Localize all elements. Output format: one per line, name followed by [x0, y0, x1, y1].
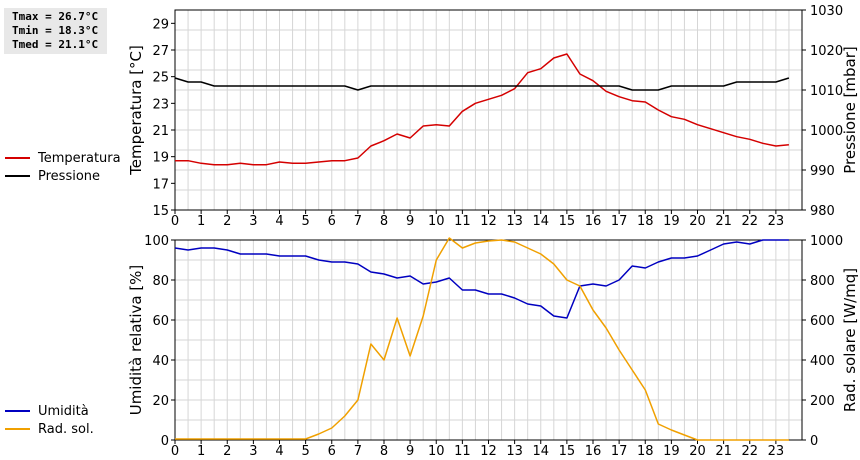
panel1-xtick-label: 0: [171, 214, 179, 229]
panel2-xtick-label: 17: [611, 444, 628, 459]
panel1-xtick-label: 4: [275, 214, 283, 229]
panel2-xtick-label: 13: [506, 444, 523, 459]
panel1-y2tick-label: 990: [810, 164, 835, 179]
panel2-ytick-label: 80: [152, 274, 169, 289]
panel1-xtick-label: 16: [585, 214, 602, 229]
panel2-y2tick-label: 400: [810, 354, 835, 369]
panel1-xtick-label: 10: [428, 214, 445, 229]
panel1-ytick-label: 17: [152, 177, 169, 192]
panel2-ytick-label: 40: [152, 354, 169, 369]
panel1-xtick-label: 6: [328, 214, 336, 229]
series-line-rad-sol: [175, 237, 789, 441]
panel2-xtick-label: 19: [663, 444, 680, 459]
panel2-legend-label: Umidità: [38, 404, 89, 419]
panel1-xtick-label: 3: [249, 214, 257, 229]
panel1-xtick-label: 2: [223, 214, 231, 229]
panel1-ytick-label: 23: [152, 97, 169, 112]
panel2-xtick-label: 5: [301, 444, 309, 459]
panel1-xtick-label: 9: [406, 214, 414, 229]
panel1-y2tick-label: 1010: [810, 84, 843, 99]
panel1-ytick-label: 25: [152, 71, 169, 86]
panel2-y2label: Rad. solare [W/mq]: [841, 268, 859, 412]
panel1-ytick-label: 21: [152, 124, 169, 139]
panel1-ytick-label: 15: [152, 204, 169, 219]
panel1-ylabel: Temperatura [°C]: [127, 45, 145, 176]
panel2-xtick-label: 18: [637, 444, 654, 459]
panel1-y2label: Pressione [mbar]: [841, 46, 859, 174]
tmax-label: Tmax = 26.7°C: [12, 10, 99, 23]
panel1-xtick-label: 8: [380, 214, 388, 229]
tmed-label: Tmed = 21.1°C: [12, 38, 99, 51]
panel2-xtick-label: 0: [171, 444, 179, 459]
tmin-label: Tmin = 18.3°C: [12, 24, 99, 37]
panel1-xtick-label: 22: [741, 214, 758, 229]
panel2-xtick-label: 11: [454, 444, 471, 459]
panel1-legend-label: Pressione: [38, 169, 100, 184]
panel2-ytick-label: 20: [152, 394, 169, 409]
panel2-xtick-label: 10: [428, 444, 445, 459]
panel2-ylabel: Umidità relativa [%]: [127, 265, 145, 416]
panel2-xtick-label: 12: [480, 444, 497, 459]
panel2-xtick-label: 3: [249, 444, 257, 459]
panel1-xtick-label: 11: [454, 214, 471, 229]
panel2-ytick-label: 100: [144, 234, 169, 249]
panel1-y2tick-label: 980: [810, 204, 835, 219]
panel1-ytick-label: 27: [152, 44, 169, 59]
panel2-xtick-label: 21: [715, 444, 732, 459]
panel1-ytick-label: 29: [152, 17, 169, 32]
panel1-y2tick-label: 1030: [810, 4, 843, 19]
panel2-y2tick-label: 1000: [810, 234, 843, 249]
panel2-xtick-label: 1: [197, 444, 205, 459]
panel2-y2tick-label: 0: [810, 434, 818, 449]
panel2-xtick-label: 6: [328, 444, 336, 459]
panel2-y2tick-label: 200: [810, 394, 835, 409]
panel2-xtick-label: 16: [585, 444, 602, 459]
series-line-umidit: [174, 239, 789, 319]
panel2-ytick-label: 60: [152, 314, 169, 329]
panel1-xtick-label: 13: [506, 214, 523, 229]
panel2-xtick-label: 2: [223, 444, 231, 459]
stats-box: Tmax = 26.7°C Tmin = 18.3°C Tmed = 21.1°…: [4, 8, 107, 54]
panel1-xtick-label: 7: [354, 214, 362, 229]
panel1-xtick-label: 1: [197, 214, 205, 229]
panel2-xtick-label: 4: [275, 444, 283, 459]
panel2-xtick-label: 7: [354, 444, 362, 459]
panel1-xtick-label: 23: [768, 214, 785, 229]
panel2-xtick-label: 20: [689, 444, 706, 459]
panel1-xtick-label: 19: [663, 214, 680, 229]
panel2-ytick-label: 0: [161, 434, 169, 449]
panel2-xtick-label: 8: [380, 444, 388, 459]
panel1-legend-label: Temperatura: [37, 151, 121, 166]
panel2-y2tick-label: 800: [810, 274, 835, 289]
panel1-xtick-label: 5: [301, 214, 309, 229]
panel1-y2tick-label: 1000: [810, 124, 843, 139]
panel1-xtick-label: 18: [637, 214, 654, 229]
panel1-xtick-label: 20: [689, 214, 706, 229]
panel2-xtick-label: 22: [741, 444, 758, 459]
panel1-xtick-label: 21: [715, 214, 732, 229]
panel2-legend-label: Rad. sol.: [38, 422, 94, 437]
series-line-pressione: [174, 77, 790, 91]
panel1-xtick-label: 12: [480, 214, 497, 229]
panel1-ytick-label: 19: [152, 151, 169, 166]
panel2-y2tick-label: 600: [810, 314, 835, 329]
panel1-xtick-label: 14: [532, 214, 549, 229]
panel2-xtick-label: 23: [768, 444, 785, 459]
panel2-xtick-label: 14: [532, 444, 549, 459]
panel2-xtick-label: 9: [406, 444, 414, 459]
panel1-xtick-label: 15: [559, 214, 576, 229]
panel2-xtick-label: 15: [559, 444, 576, 459]
panel1-xtick-label: 17: [611, 214, 628, 229]
panel1-y2tick-label: 1020: [810, 44, 843, 59]
series-line-temperatura: [175, 53, 789, 166]
